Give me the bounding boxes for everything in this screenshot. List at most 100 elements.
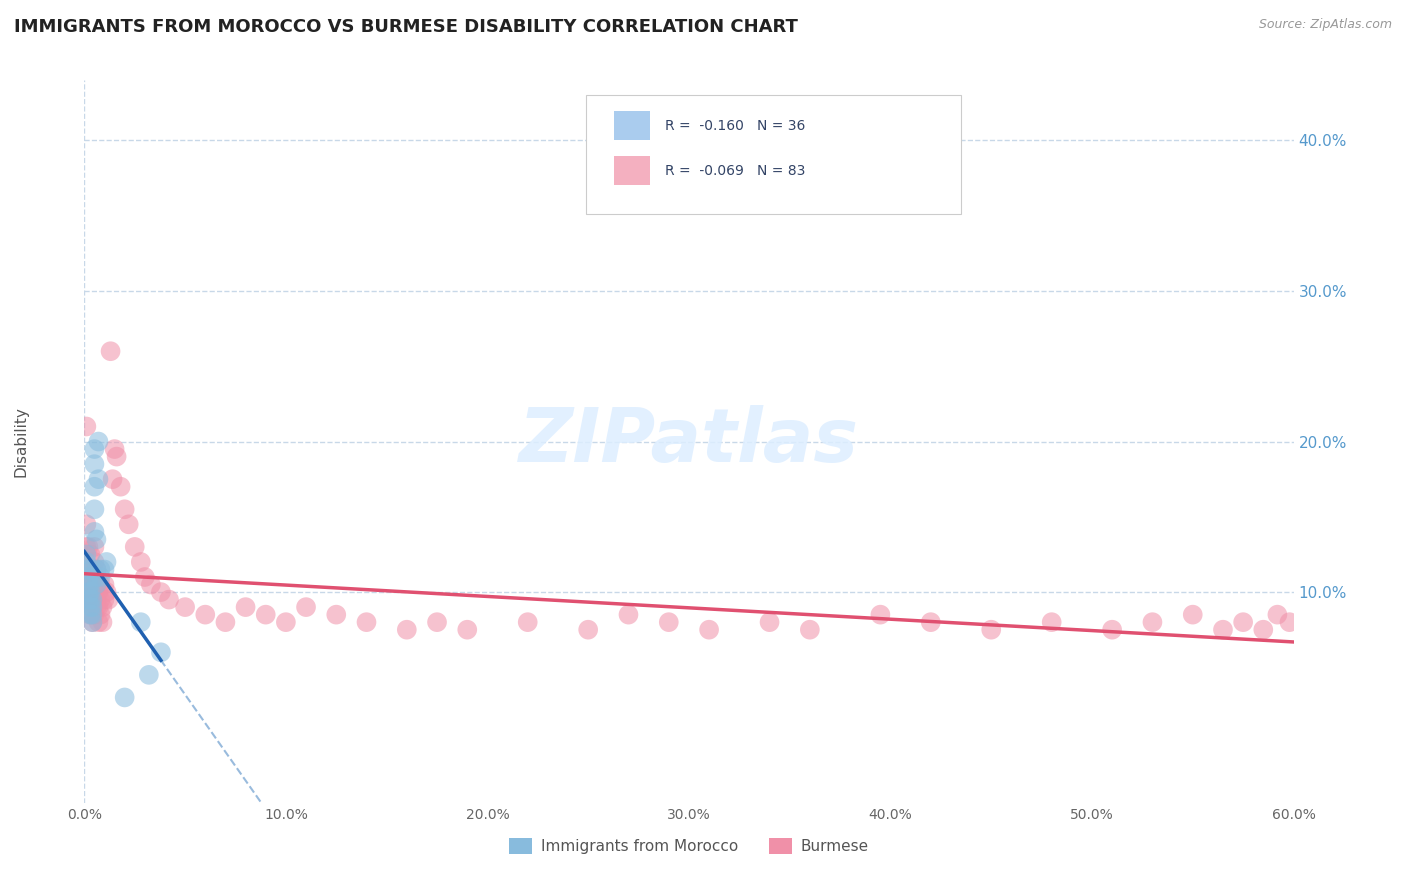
Point [82,600,104,615]
Point [149,585,172,599]
Point [82,615,104,630]
Point [1040,615,1063,630]
Point [79,577,101,591]
Point [77,592,100,607]
Point [79,570,101,584]
Point [89,570,111,584]
Point [105,450,128,464]
Point [79,585,101,599]
Point [86,570,108,584]
Point [174,600,197,615]
Point [79,548,101,562]
Point [87,585,110,599]
Point [93,577,115,591]
Point [325,607,347,622]
Point [87,472,110,486]
Point [82,562,104,576]
Point [86,533,108,547]
Point [87,615,110,630]
Point [82,607,104,622]
Point [93,592,115,607]
Point [82,577,104,591]
Point [83,592,105,607]
Point [91,615,114,630]
Text: R =  -0.069   N = 83: R = -0.069 N = 83 [665,163,806,178]
Point [235,600,257,615]
Point [83,502,105,516]
Point [82,592,104,607]
Point [82,615,104,630]
Point [83,457,105,471]
Point [96,585,118,599]
Point [83,540,105,554]
Point [920,615,942,630]
Point [89,607,111,622]
FancyBboxPatch shape [614,156,650,185]
Point [295,600,318,615]
Point [114,502,136,516]
Point [82,600,104,615]
Point [129,615,152,630]
FancyBboxPatch shape [586,95,962,214]
FancyBboxPatch shape [614,112,650,140]
Point [980,623,1002,637]
Point [77,577,100,591]
Text: ZIPatlas: ZIPatlas [519,405,859,478]
Point [79,607,101,622]
Point [214,615,236,630]
Point [82,592,104,607]
Point [86,562,108,576]
Point [1253,623,1275,637]
Point [89,592,111,607]
Point [75,555,97,569]
Point [79,562,101,576]
Point [274,615,297,630]
Point [86,600,108,615]
Point [1101,623,1123,637]
Point [83,570,105,584]
Point [1278,615,1301,630]
Point [83,480,105,494]
Point [79,607,101,622]
Point [134,570,156,584]
Point [87,434,110,449]
Point [395,623,418,637]
Point [75,548,97,562]
Point [75,540,97,554]
Y-axis label: Disability: Disability [14,406,28,477]
Point [79,600,101,615]
Point [89,577,111,591]
Point [97,592,120,607]
Point [100,344,122,359]
Point [576,623,599,637]
Point [91,600,114,615]
Point [77,592,100,607]
Point [139,577,162,591]
Point [157,592,180,607]
Point [426,615,449,630]
Point [83,607,105,622]
Point [79,592,101,607]
Point [758,615,780,630]
Point [83,442,105,456]
Point [1232,615,1254,630]
Point [194,607,217,622]
Point [110,480,132,494]
Point [77,570,100,584]
Text: Source: ZipAtlas.com: Source: ZipAtlas.com [1258,18,1392,31]
Point [79,585,101,599]
Point [75,562,97,576]
Point [114,690,136,705]
Point [86,577,108,591]
Point [149,645,172,659]
Point [86,562,108,576]
Point [77,577,100,591]
Point [1181,607,1204,622]
Point [129,555,152,569]
Text: R =  -0.160   N = 36: R = -0.160 N = 36 [665,119,806,133]
Point [697,623,720,637]
Point [93,562,115,576]
Point [254,607,277,622]
Point [138,668,160,682]
Point [77,540,100,554]
